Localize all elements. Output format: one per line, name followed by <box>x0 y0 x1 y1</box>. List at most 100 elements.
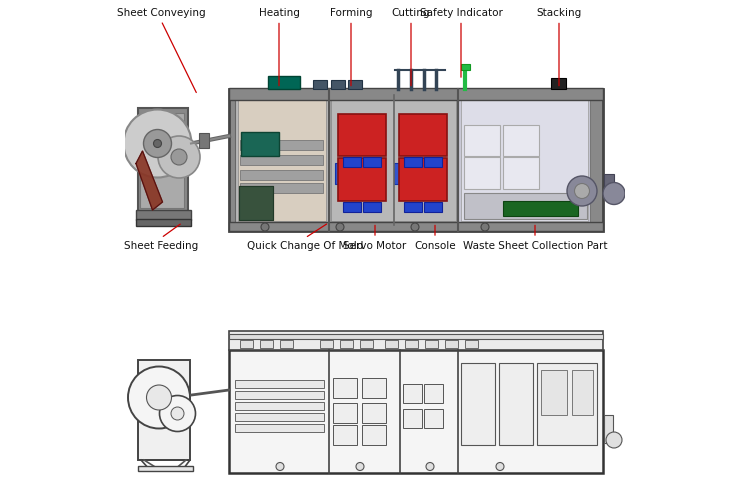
Circle shape <box>143 130 172 158</box>
Bar <box>229 222 603 231</box>
Polygon shape <box>136 151 163 210</box>
Bar <box>238 98 326 221</box>
Text: Servo Motor: Servo Motor <box>344 241 406 251</box>
Bar <box>332 425 356 445</box>
Bar <box>229 88 603 231</box>
Text: Console: Console <box>414 241 456 251</box>
Bar <box>136 210 191 220</box>
Bar <box>313 80 326 89</box>
Bar <box>331 98 456 221</box>
Bar <box>136 218 191 226</box>
Bar <box>235 424 324 432</box>
Bar <box>240 170 323 180</box>
Circle shape <box>567 176 597 206</box>
Circle shape <box>276 462 284 470</box>
Bar <box>461 64 470 70</box>
Bar <box>464 158 500 188</box>
Bar <box>403 408 422 428</box>
Bar <box>340 340 352 347</box>
Bar <box>458 94 590 225</box>
Bar <box>604 174 614 199</box>
Bar <box>137 108 188 214</box>
Bar <box>235 402 324 409</box>
Bar <box>199 134 209 148</box>
Text: Heating: Heating <box>259 8 299 18</box>
Circle shape <box>411 223 419 231</box>
Bar <box>229 331 603 350</box>
Bar <box>399 114 446 156</box>
Bar <box>363 157 380 167</box>
Bar <box>464 125 500 156</box>
Bar <box>332 378 356 398</box>
Bar <box>445 340 458 347</box>
Circle shape <box>154 140 161 147</box>
Bar <box>385 340 398 347</box>
Bar <box>137 466 193 471</box>
Bar <box>343 157 361 167</box>
Bar <box>241 132 278 156</box>
Bar <box>140 114 184 208</box>
Bar <box>338 114 386 156</box>
Text: Cutting: Cutting <box>392 8 430 18</box>
Bar <box>541 370 567 415</box>
Bar <box>404 202 422 212</box>
Bar <box>235 94 329 225</box>
Bar <box>229 334 603 339</box>
Bar <box>239 186 273 220</box>
Bar <box>239 186 273 220</box>
Bar <box>137 360 190 460</box>
Bar <box>362 425 386 445</box>
Circle shape <box>606 432 622 448</box>
Text: Stacking: Stacking <box>536 8 582 18</box>
Bar <box>461 98 588 221</box>
Bar <box>465 340 478 347</box>
Circle shape <box>336 223 344 231</box>
Bar <box>405 340 418 347</box>
Bar <box>235 412 324 420</box>
Circle shape <box>124 110 191 178</box>
Circle shape <box>171 407 184 420</box>
Bar <box>503 158 539 188</box>
Bar <box>320 340 332 347</box>
Bar <box>404 157 422 167</box>
Bar <box>280 340 292 347</box>
Text: Sheet Conveying: Sheet Conveying <box>117 8 206 18</box>
Bar <box>347 80 362 89</box>
Circle shape <box>603 182 625 204</box>
Bar <box>424 202 442 212</box>
Bar <box>537 362 597 445</box>
Circle shape <box>160 396 196 432</box>
Bar <box>604 415 613 442</box>
Circle shape <box>158 136 200 178</box>
Bar <box>240 340 253 347</box>
Bar <box>240 140 323 150</box>
Circle shape <box>481 223 489 231</box>
Text: Safety Indicator: Safety Indicator <box>419 8 503 18</box>
Bar <box>399 158 446 201</box>
Bar <box>551 78 566 89</box>
Bar <box>338 158 386 201</box>
Text: Quick Change Of Mold: Quick Change Of Mold <box>247 241 363 251</box>
Bar <box>229 88 603 100</box>
Circle shape <box>146 385 172 410</box>
Bar <box>503 125 539 156</box>
Bar <box>329 94 458 225</box>
Bar <box>363 202 380 212</box>
Circle shape <box>171 149 187 165</box>
Bar <box>362 378 386 398</box>
Bar <box>403 384 422 402</box>
Circle shape <box>426 462 434 470</box>
Bar <box>461 362 495 445</box>
Circle shape <box>496 462 504 470</box>
Text: Sheet Feeding: Sheet Feeding <box>124 241 198 251</box>
Bar <box>424 384 442 402</box>
Circle shape <box>128 366 190 428</box>
Bar <box>332 402 356 422</box>
Circle shape <box>356 462 364 470</box>
Circle shape <box>261 223 269 231</box>
Bar <box>235 390 324 398</box>
Bar <box>572 370 592 415</box>
Bar <box>499 362 533 445</box>
Bar <box>240 182 323 192</box>
Bar <box>424 408 442 428</box>
